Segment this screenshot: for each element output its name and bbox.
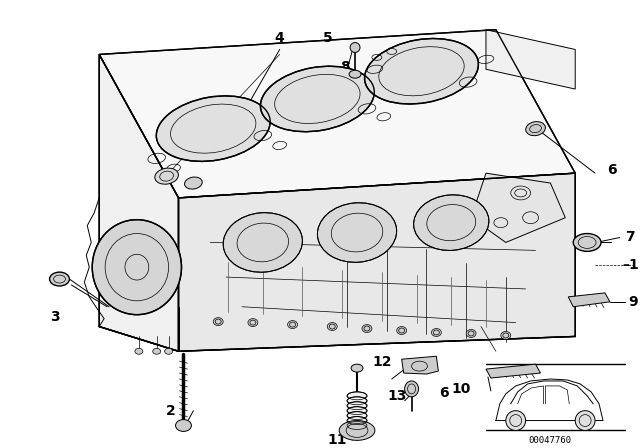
Ellipse shape	[223, 213, 303, 272]
Text: 8: 8	[340, 60, 350, 74]
Polygon shape	[486, 30, 575, 89]
Polygon shape	[99, 54, 179, 351]
Ellipse shape	[213, 318, 223, 326]
Ellipse shape	[287, 321, 298, 328]
Ellipse shape	[327, 323, 337, 331]
Ellipse shape	[339, 421, 375, 440]
Polygon shape	[568, 293, 610, 307]
Text: 6: 6	[440, 386, 449, 400]
Text: 3: 3	[50, 310, 60, 323]
Text: 2: 2	[166, 404, 175, 418]
Ellipse shape	[248, 319, 258, 327]
Ellipse shape	[155, 168, 179, 184]
Circle shape	[506, 411, 525, 431]
Polygon shape	[99, 30, 575, 198]
Polygon shape	[179, 173, 575, 351]
Ellipse shape	[573, 233, 601, 251]
Ellipse shape	[347, 412, 367, 420]
Ellipse shape	[184, 177, 202, 189]
Ellipse shape	[431, 328, 442, 336]
Ellipse shape	[92, 220, 182, 314]
Ellipse shape	[135, 348, 143, 354]
Ellipse shape	[317, 203, 397, 263]
Ellipse shape	[49, 272, 69, 286]
Ellipse shape	[350, 43, 360, 52]
Ellipse shape	[156, 96, 270, 161]
Ellipse shape	[397, 327, 406, 335]
Text: 9: 9	[628, 295, 637, 309]
Ellipse shape	[347, 407, 367, 414]
Circle shape	[575, 411, 595, 431]
Ellipse shape	[349, 70, 361, 78]
Ellipse shape	[362, 324, 372, 332]
Ellipse shape	[153, 348, 161, 354]
Text: 4: 4	[275, 30, 285, 45]
Ellipse shape	[347, 422, 367, 430]
Ellipse shape	[175, 420, 191, 431]
Text: 12: 12	[372, 355, 392, 369]
Text: 6: 6	[607, 163, 617, 177]
Polygon shape	[486, 364, 541, 378]
Text: 00047760: 00047760	[528, 436, 571, 445]
Text: –1: –1	[622, 258, 639, 272]
Ellipse shape	[260, 66, 374, 132]
Ellipse shape	[347, 402, 367, 409]
Text: 11: 11	[328, 433, 347, 448]
Ellipse shape	[525, 121, 545, 136]
Ellipse shape	[164, 348, 173, 354]
Polygon shape	[471, 173, 565, 242]
Ellipse shape	[404, 381, 419, 397]
Text: 5: 5	[323, 30, 332, 45]
Ellipse shape	[501, 332, 511, 340]
Ellipse shape	[347, 397, 367, 405]
Ellipse shape	[365, 39, 479, 104]
Polygon shape	[402, 356, 438, 374]
Ellipse shape	[466, 330, 476, 337]
Text: 13: 13	[387, 389, 406, 403]
Text: 7: 7	[625, 230, 635, 245]
Ellipse shape	[351, 364, 363, 372]
Ellipse shape	[413, 195, 489, 250]
Ellipse shape	[347, 392, 367, 400]
Text: 10: 10	[451, 382, 471, 396]
Ellipse shape	[347, 417, 367, 425]
